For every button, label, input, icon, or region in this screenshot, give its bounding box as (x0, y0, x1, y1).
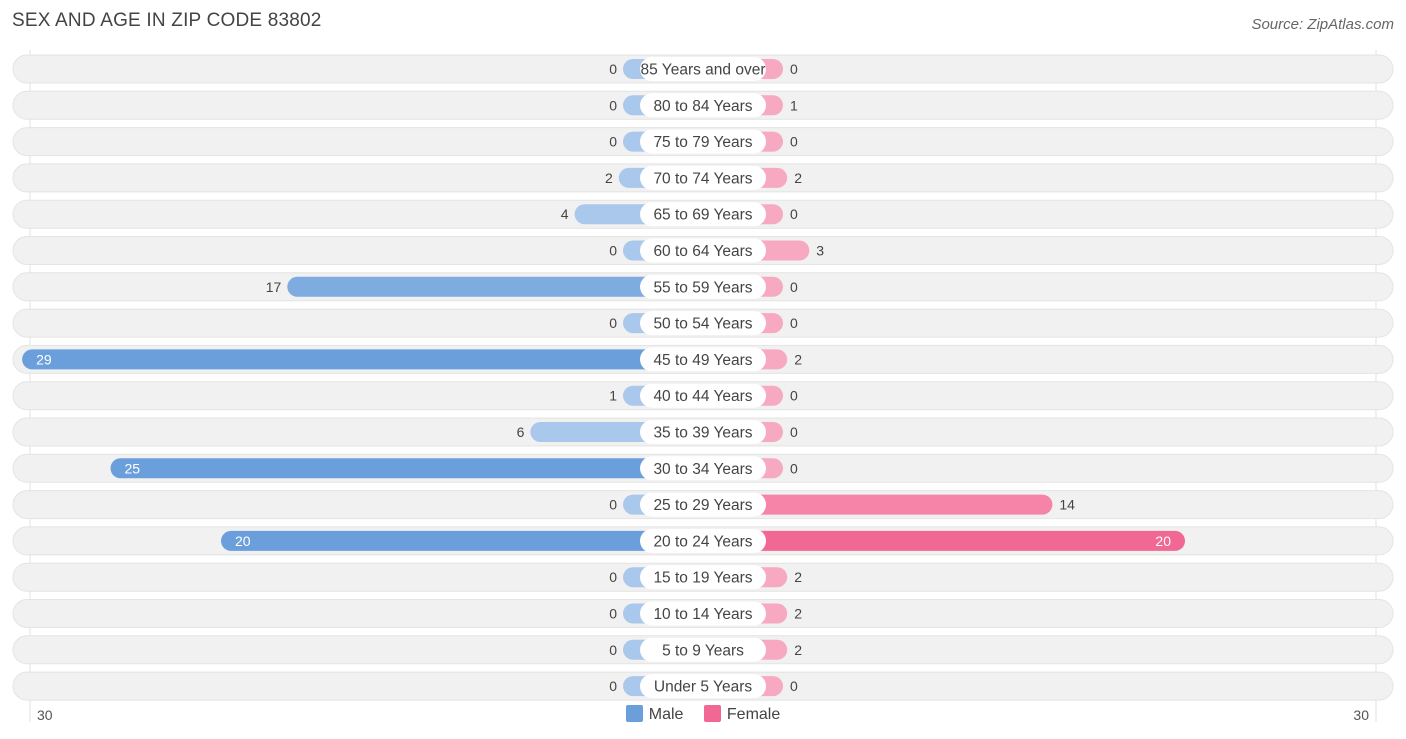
category-label: 75 to 79 Years (653, 134, 752, 151)
value-label-female: 0 (790, 134, 798, 150)
value-label-female: 2 (794, 351, 802, 367)
category-label-pill (640, 492, 766, 517)
category-label: 60 to 64 Years (653, 243, 752, 260)
value-label-female: 14 (1059, 497, 1075, 513)
bar-male (22, 349, 704, 370)
value-label-male: 25 (125, 460, 141, 476)
value-label-male: 20 (235, 533, 251, 549)
value-label-female: 2 (794, 170, 802, 186)
category-label-pill (640, 165, 766, 190)
category-label-pill (640, 57, 766, 81)
value-label-male: 1 (609, 388, 617, 404)
category-label: Under 5 Years (654, 679, 752, 696)
value-label-male: 0 (609, 497, 617, 513)
value-label-male: 29 (36, 351, 52, 367)
value-label-male: 0 (609, 678, 617, 694)
value-label-female: 0 (790, 61, 798, 77)
value-label-female: 3 (816, 243, 824, 259)
bar-male (110, 458, 703, 479)
category-label-pill (640, 674, 766, 699)
axis-right-max-label: 30 (1353, 707, 1369, 723)
category-label: 45 to 49 Years (653, 352, 752, 369)
value-label-male: 0 (609, 243, 617, 259)
value-label-female: 0 (790, 206, 798, 222)
category-label: 50 to 54 Years (653, 316, 752, 333)
category-label: 70 to 74 Years (653, 170, 752, 187)
value-label-male: 4 (561, 206, 569, 222)
chart-title: SEX AND AGE IN ZIP CODE 83802 (12, 10, 322, 31)
value-label-male: 0 (609, 642, 617, 658)
value-label-male: 0 (609, 606, 617, 622)
legend-label-female: Female (726, 706, 781, 723)
category-label-pill (640, 93, 766, 118)
category-label: 80 to 84 Years (653, 98, 752, 115)
category-label-pill (640, 347, 766, 372)
legend-swatch-female (703, 705, 721, 722)
legend-swatch-male (625, 705, 643, 722)
category-label: 10 to 14 Years (653, 606, 752, 623)
value-label-female: 20 (1155, 533, 1171, 549)
category-label-pill (640, 528, 766, 553)
value-label-female: 2 (794, 642, 802, 658)
category-label-pill (640, 238, 766, 263)
source-attribution: Source: ZipAtlas.com (1251, 16, 1394, 33)
bar-female (703, 530, 1185, 551)
category-label-pill (640, 274, 766, 299)
bar-male (221, 530, 703, 551)
category-label: 5 to 9 Years (662, 642, 744, 659)
category-label: 40 to 44 Years (653, 388, 752, 405)
value-label-female: 2 (794, 569, 802, 585)
category-label: 65 to 69 Years (653, 207, 752, 224)
value-label-male: 0 (609, 315, 617, 331)
category-label: 20 to 24 Years (653, 533, 752, 550)
value-label-female: 0 (790, 315, 798, 331)
category-label: 55 to 59 Years (653, 279, 752, 296)
category-label-pill (640, 456, 766, 481)
legend-item-female[interactable]: Female (703, 705, 781, 724)
category-label-pill (640, 637, 766, 662)
value-label-male: 17 (266, 279, 282, 295)
value-label-male: 0 (609, 61, 617, 77)
category-label-pill (640, 601, 766, 626)
category-label: 15 to 19 Years (653, 570, 752, 587)
value-label-male: 2 (605, 170, 613, 186)
category-label: 35 to 39 Years (653, 425, 752, 442)
value-label-female: 0 (790, 678, 798, 694)
axis-left-max-label: 30 (37, 707, 53, 723)
category-label-pill (640, 420, 766, 444)
value-label-female: 1 (790, 97, 798, 113)
category-label-pill (640, 129, 766, 154)
category-label-pill (640, 383, 766, 408)
legend-item-male[interactable]: Male (625, 705, 684, 724)
category-label-pill (640, 311, 766, 336)
bar-female (703, 494, 1053, 515)
value-label-female: 0 (790, 279, 798, 295)
legend: Male Female (0, 705, 1406, 724)
legend-label-male: Male (648, 706, 684, 723)
value-label-female: 0 (790, 424, 798, 440)
category-label: 85 Years and over (641, 62, 766, 79)
value-label-male: 6 (517, 424, 525, 440)
value-label-male: 0 (609, 569, 617, 585)
value-label-male: 0 (609, 97, 617, 113)
category-label: 25 to 29 Years (653, 497, 752, 514)
value-label-female: 0 (790, 460, 798, 476)
value-label-female: 0 (790, 388, 798, 404)
category-label-pill (640, 202, 766, 227)
value-label-male: 0 (609, 134, 617, 150)
bar-male (287, 276, 703, 297)
category-label: 30 to 34 Years (653, 461, 752, 478)
value-label-female: 2 (794, 606, 802, 622)
category-label-pill (640, 565, 766, 590)
